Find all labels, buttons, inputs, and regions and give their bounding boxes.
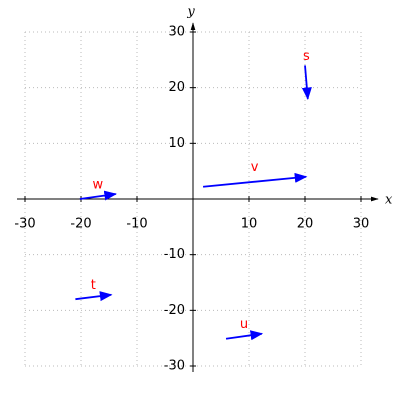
y-tick-label: 10 xyxy=(168,136,185,151)
x-tick-label: -30 xyxy=(14,217,35,232)
vector-arrow xyxy=(202,172,308,188)
vector-label: v xyxy=(251,160,259,175)
x-tick-label: -20 xyxy=(70,217,91,232)
vector-arrow xyxy=(301,65,312,101)
vector-label: t xyxy=(91,278,96,293)
x-axis-label: x xyxy=(385,193,393,208)
y-tick-label: -10 xyxy=(164,247,185,262)
vector-arrow xyxy=(79,190,117,201)
y-tick-label: -30 xyxy=(164,359,185,374)
vector-arrow xyxy=(225,330,264,341)
y-axis-label: y xyxy=(186,5,195,20)
vector-label: w xyxy=(92,177,103,192)
vector-label: u xyxy=(240,317,248,332)
x-tick-label: 30 xyxy=(353,217,370,232)
x-tick-label: 10 xyxy=(241,217,258,232)
x-tick-label: 20 xyxy=(297,217,314,232)
y-tick-label: 20 xyxy=(168,80,185,95)
vector-label: s xyxy=(303,49,310,64)
x-tick-label: -10 xyxy=(126,217,147,232)
y-tick-label: -20 xyxy=(164,303,185,318)
vector-arrow xyxy=(75,291,113,302)
y-tick-label: 30 xyxy=(168,25,185,40)
